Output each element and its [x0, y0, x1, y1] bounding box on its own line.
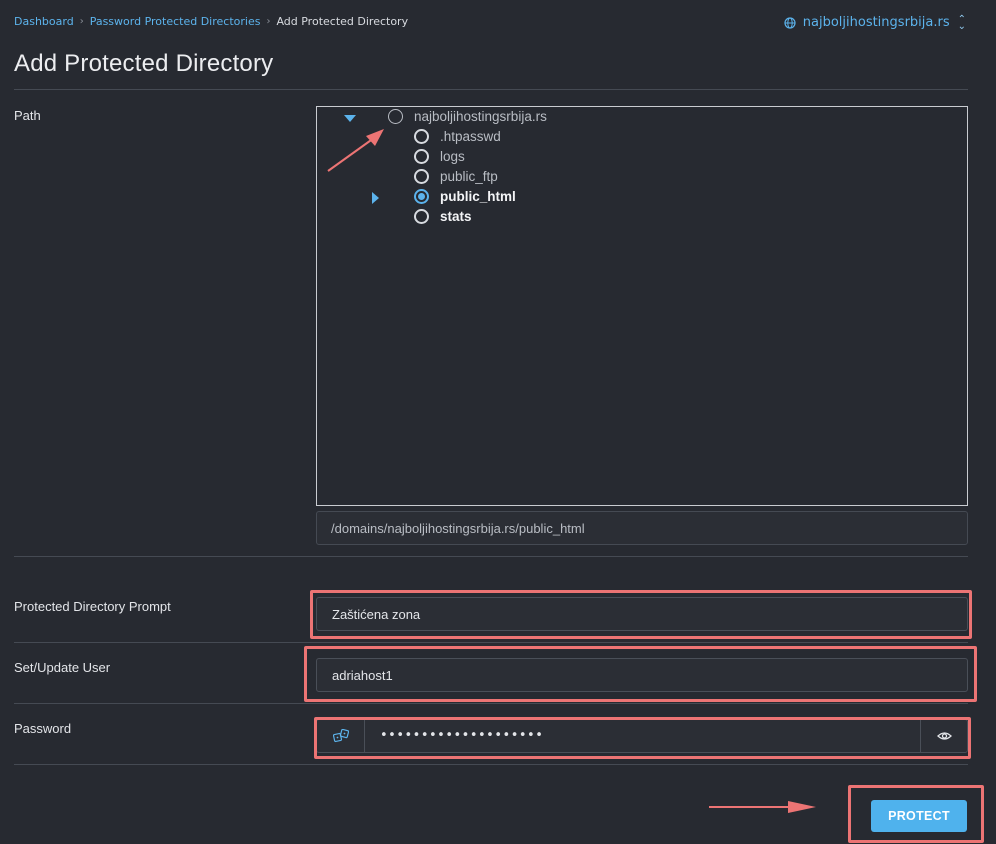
domain-switcher[interactable]: najboljihostingsrbija.rs ⌃ ⌄: [784, 13, 966, 32]
caret-down-icon[interactable]: [343, 114, 357, 123]
prompt-label: Protected Directory Prompt: [14, 599, 171, 614]
section-divider: [14, 703, 968, 704]
tree-root-label: najboljihostingsrbija.rs: [414, 109, 547, 124]
tree-item-label: public_html: [440, 189, 516, 204]
section-divider: [14, 642, 968, 643]
breadcrumb: Dashboard › Password Protected Directori…: [14, 15, 408, 28]
breadcrumb-dashboard-link[interactable]: Dashboard: [14, 15, 74, 28]
section-divider: [14, 556, 968, 557]
password-input[interactable]: ••••••••••••••••••••: [380, 728, 544, 743]
breadcrumb-protected-dirs-link[interactable]: Password Protected Directories: [89, 15, 261, 28]
password-group: ••••••••••••••••••••: [316, 719, 968, 753]
protect-button[interactable]: PROTECT: [871, 800, 967, 832]
section-divider: [14, 764, 968, 765]
globe-icon: [784, 16, 796, 29]
radio-button[interactable]: [414, 209, 429, 224]
title-divider: [14, 89, 968, 90]
breadcrumb-separator-icon: ›: [266, 16, 271, 27]
user-label: Set/Update User: [14, 660, 111, 675]
annotation-arrow: [327, 129, 384, 172]
toggle-password-visibility-button[interactable]: [920, 720, 967, 752]
user-input[interactable]: adriahost1: [316, 658, 968, 692]
tree-item-label: public_ftp: [440, 169, 498, 184]
tree-item-logs[interactable]: logs: [414, 149, 465, 164]
page-title: Add Protected Directory: [14, 50, 274, 77]
generate-password-button[interactable]: [317, 720, 365, 752]
tree-root[interactable]: najboljihostingsrbija.rs: [388, 109, 547, 124]
tree-item-label: .htpasswd: [440, 129, 501, 144]
selected-path-display: /domains/najboljihostingsrbija.rs/public…: [316, 511, 968, 545]
tree-item-label: logs: [440, 149, 465, 164]
radio-button-selected[interactable]: [414, 189, 429, 204]
chevron-up-down-icon: ⌃ ⌄: [957, 13, 966, 32]
radio-button[interactable]: [414, 169, 429, 184]
tree-item-htpasswd[interactable]: .htpasswd: [414, 129, 501, 144]
breadcrumb-current: Add Protected Directory: [276, 15, 409, 28]
caret-right-icon[interactable]: [371, 191, 380, 205]
path-label: Path: [14, 108, 41, 123]
eye-icon: [936, 732, 952, 740]
tree-item-public-html[interactable]: public_html: [414, 189, 516, 204]
radio-button[interactable]: [414, 129, 429, 144]
directory-tree: najboljihostingsrbija.rs .htpasswd logs …: [316, 106, 968, 506]
domain-switcher-label: najboljihostingsrbija.rs: [802, 15, 950, 30]
dice-icon: [332, 729, 349, 743]
radio-button[interactable]: [388, 109, 403, 124]
tree-item-label: stats: [440, 209, 472, 224]
breadcrumb-separator-icon: ›: [79, 16, 84, 27]
tree-item-stats[interactable]: stats: [414, 209, 472, 224]
password-label: Password: [14, 721, 72, 736]
annotation-arrow: [709, 801, 816, 813]
radio-button[interactable]: [414, 149, 429, 164]
tree-item-public-ftp[interactable]: public_ftp: [414, 169, 498, 184]
prompt-input[interactable]: Zaštićena zona: [316, 597, 968, 631]
